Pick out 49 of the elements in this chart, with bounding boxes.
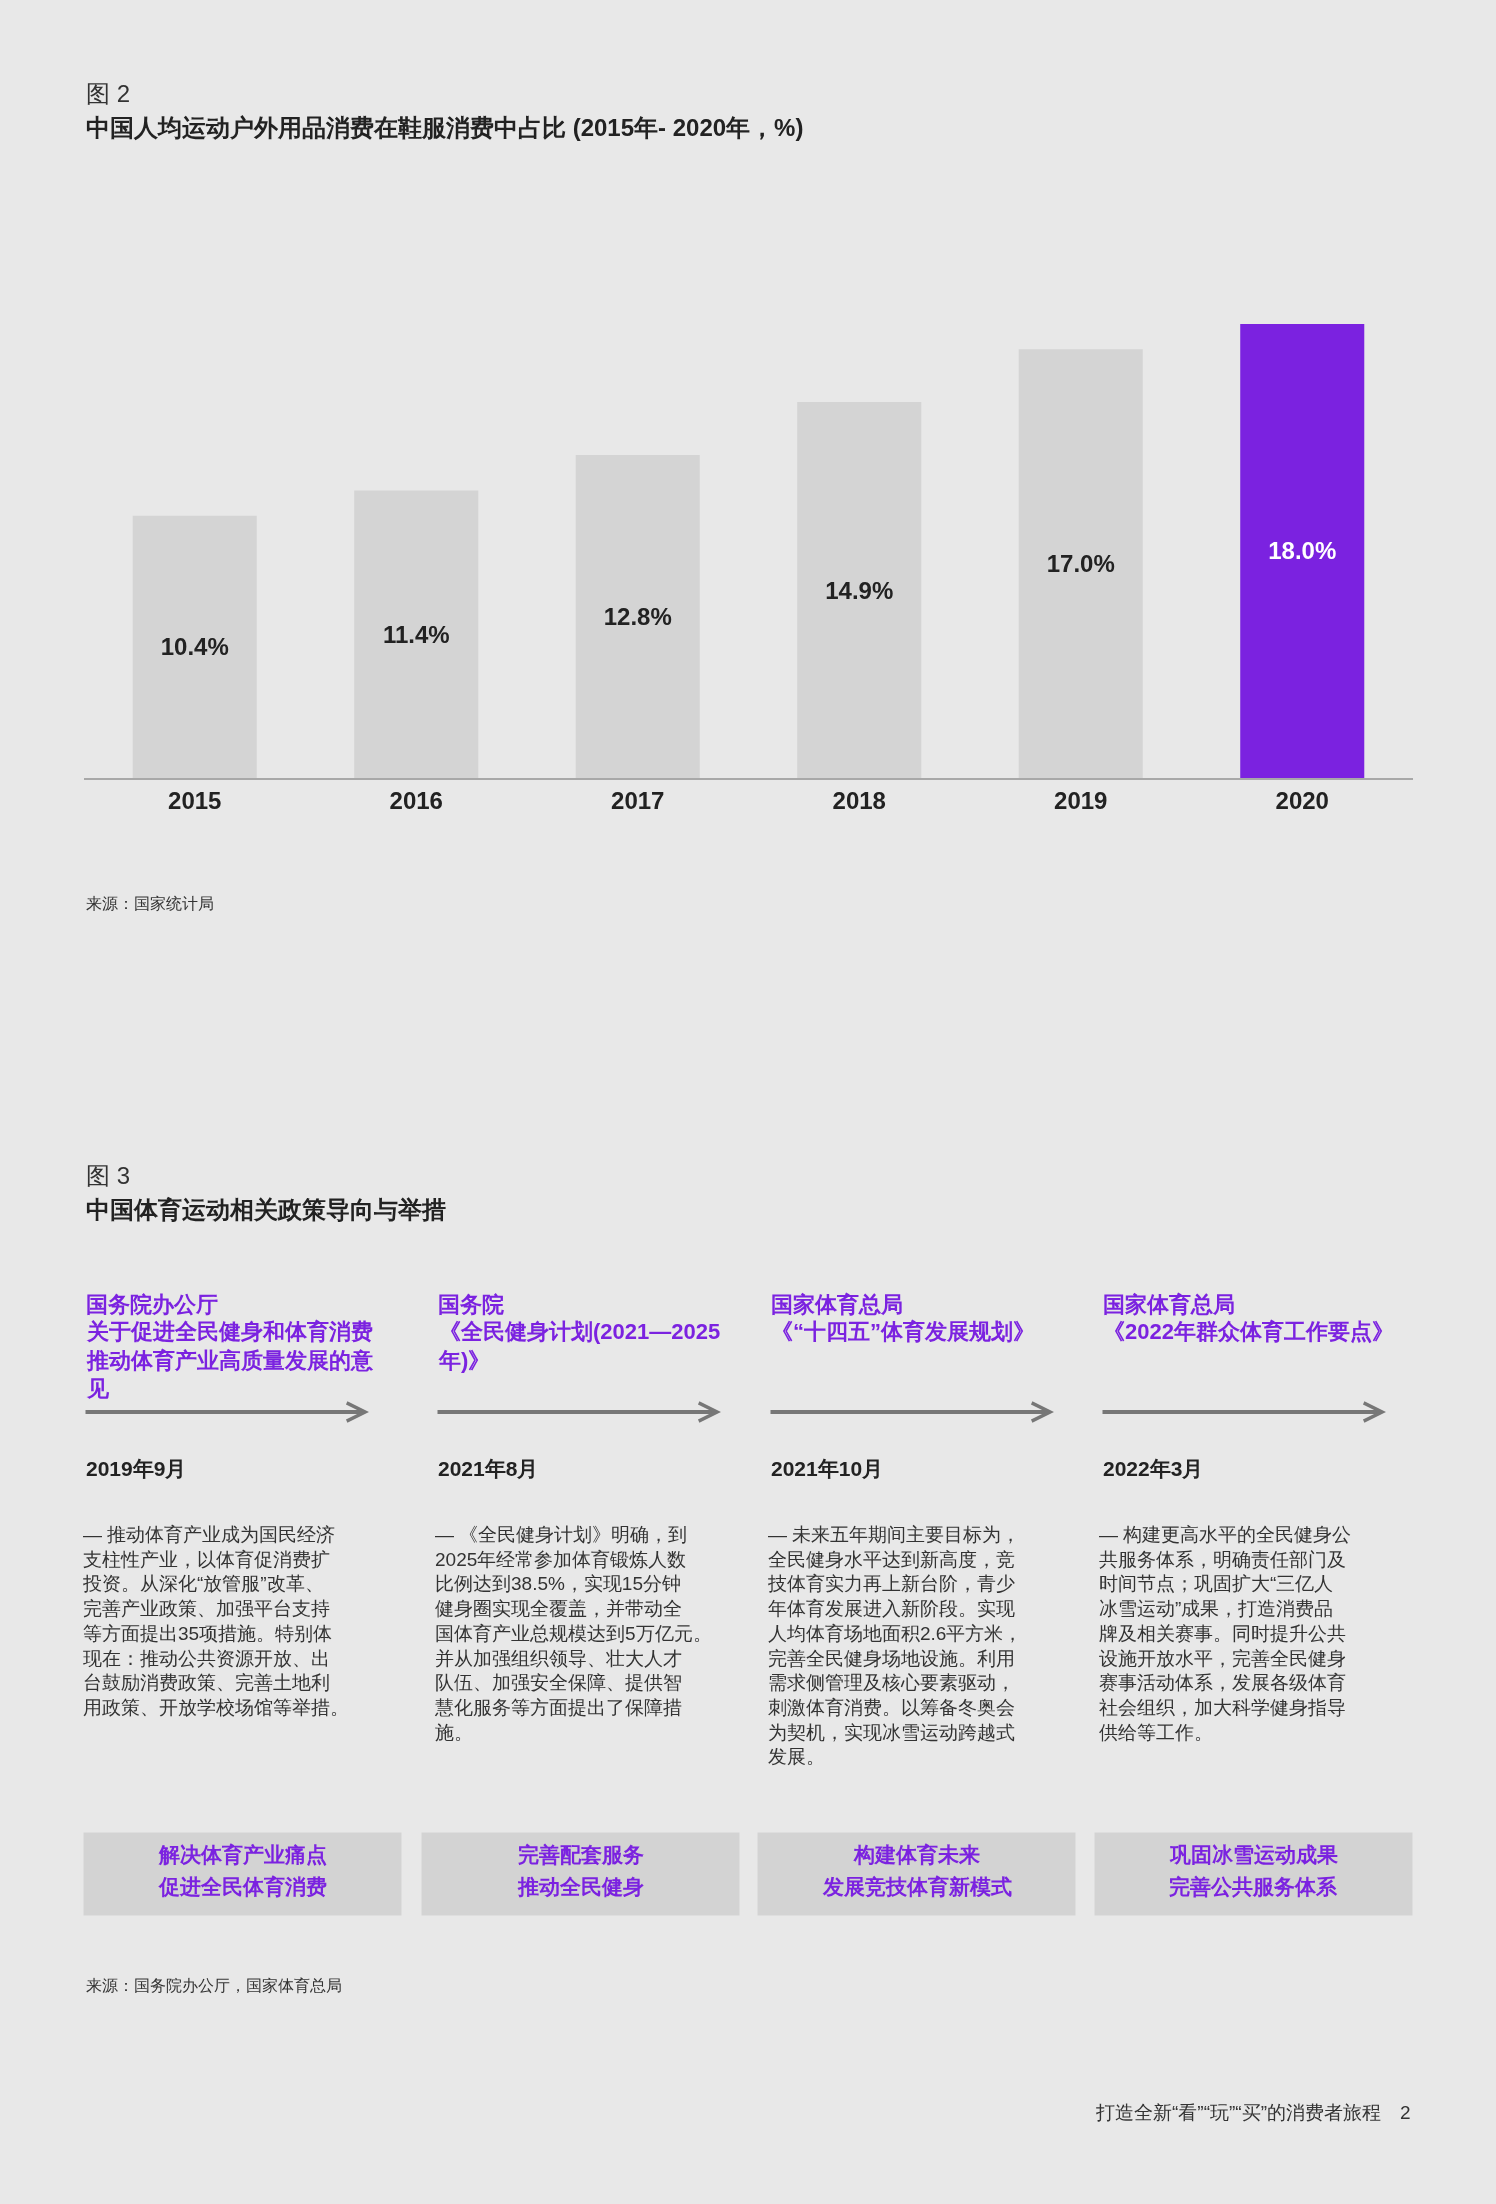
bar <box>797 402 922 778</box>
data-label: 17.0% <box>1046 550 1115 578</box>
text: 图 3 <box>86 1162 131 1189</box>
text: 解决体育产业痛点 <box>158 1843 327 1867</box>
data-label: 12.8% <box>603 603 672 631</box>
text: 2021年8月 <box>438 1457 539 1480</box>
x-tick-label: 2017 <box>611 786 665 814</box>
text: — 推动体育产业成为国民经济支柱性产业，以体育促消费扩投资。从深化“放管服”改革、完善产业政策、加强平台支持等方面提出35项措施。特别体现在：推动公共资源开放、出台鼓励消费政策、完善土地利用政策、开放学校场馆等举措。 <box>82 1524 349 1718</box>
text: 发展竞技体育新模式 <box>822 1875 1012 1898</box>
bar <box>132 515 257 778</box>
text: 巩固冰雪运动成果 <box>1169 1843 1338 1866</box>
text: 国家体育总局 <box>1103 1292 1235 1317</box>
text: 国务院办公厅 <box>86 1292 218 1317</box>
chart-subtitle: 图 2 <box>86 80 131 107</box>
data-label: 18.0% <box>1268 537 1337 565</box>
text: — 构建更高水平的全民健身公共服务体系，明确责任部门及时间节点；巩固扩大“三亿人冰雪运动”成果，打造消费品牌及相关赛事。同时提升公共设施开放水平，完善全民健身赛事活动体系，发展各级体育社会组织，加大科学健身指导供给等工作。 <box>1099 1524 1352 1743</box>
text: 推动全民健身 <box>517 1875 644 1898</box>
x-tick-label: 2016 <box>389 786 443 814</box>
text: 国务院 <box>438 1292 504 1317</box>
bar <box>575 455 700 778</box>
bar <box>1240 323 1365 778</box>
text: 2022年3月 <box>1103 1457 1204 1480</box>
text: 《“十四五”体育发展规划》 <box>771 1319 1035 1344</box>
text: 《全民健身计划(2021—2025年)》 <box>438 1319 721 1373</box>
data-label: 10.4% <box>160 633 229 661</box>
x-tick-label: 2015 <box>168 786 222 814</box>
text: 国家体育总局 <box>771 1292 903 1317</box>
text: 打造全新“看”“玩”“买”的消费者旅程 2 <box>1095 2102 1411 2123</box>
text: 完善公共服务体系 <box>1169 1875 1338 1898</box>
text: 构建体育未来 <box>853 1843 980 1866</box>
text: 关于促进全民健身和体育消费推动体育产业高质量发展的意见 <box>86 1319 374 1402</box>
text: 中国体育运动相关政策导向与举措 <box>86 1196 446 1223</box>
data-label: 11.4% <box>382 620 450 648</box>
text: — 未来五年期间主要目标为，全民健身水平达到新高度，竞技体育实力再上新台阶，青少年体育发展进入新阶段。实现人均体育场地面积2.6平方米，完善全民健身场地设施。利用需求侧管理及核心要素驱动，刺激体育消费。以筹备冬奥会为契机，实现冰雪运动跨越式发展。 <box>768 1524 1023 1768</box>
bar <box>354 490 479 778</box>
x-tick-label: 2020 <box>1275 786 1329 814</box>
bar <box>1018 349 1143 778</box>
source-note: 来源：国家统计局 <box>86 895 214 912</box>
chart-title: 中国人均运动户外用品消费在鞋服消费中占比 (2015年- 2020年，%) <box>86 114 804 141</box>
text: 促进全民体育消费 <box>158 1875 327 1898</box>
text: — 《全民健身计划》明确，到2025年经常参加体育锻炼人数比例达到38.5%，实现15分钟健身圈实现全覆盖，并带动全国体育产业总规模达到5万亿元。并从加强组织领导、壮大人才队伍、加强安全保障、提供智慧化服务等方面提出了保障措施。 <box>435 1524 712 1743</box>
source-note: 来源：国务院办公厅，国家体育总局 <box>86 1977 342 1994</box>
text: 完善配套服务 <box>517 1843 644 1866</box>
text: 2021年10月 <box>771 1457 884 1480</box>
text: 《2022年群众体育工作要点》 <box>1103 1319 1394 1344</box>
data-label: 14.9% <box>825 576 894 604</box>
x-tick-label: 2018 <box>832 786 886 814</box>
x-tick-label: 2019 <box>1054 786 1108 814</box>
text: 2019年9月 <box>86 1457 187 1480</box>
